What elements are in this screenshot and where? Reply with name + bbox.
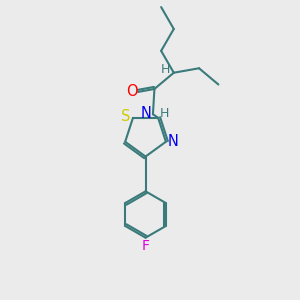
Text: F: F [142, 239, 149, 253]
Text: H: H [161, 63, 170, 76]
Text: S: S [121, 109, 130, 124]
Text: N: N [141, 106, 152, 121]
Text: N: N [168, 134, 179, 149]
Text: O: O [126, 84, 137, 99]
Text: H: H [160, 107, 169, 120]
